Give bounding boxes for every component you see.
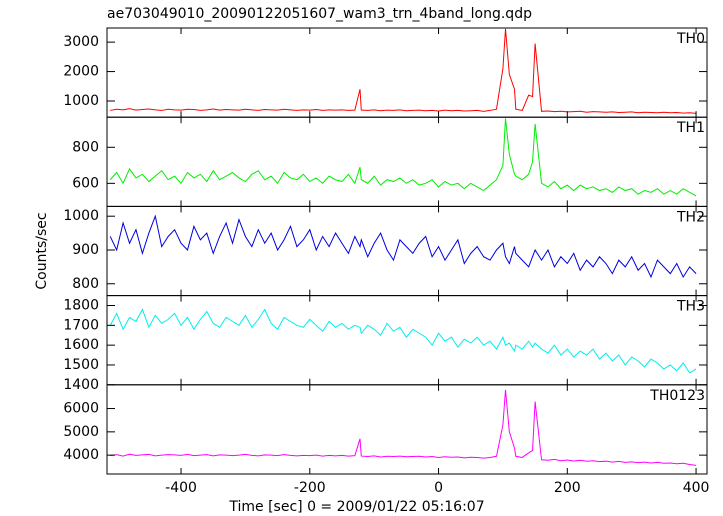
x-tick-label: 0 [434, 480, 443, 496]
x-axis-label: Time [sec] 0 = 2009/01/22 05:16:07 [228, 499, 484, 515]
x-tick-label: -200 [294, 480, 326, 496]
light-curve [110, 389, 697, 466]
y-tick-label: 800 [72, 276, 99, 292]
y-tick-label: 6000 [63, 401, 99, 417]
y-tick-label: 2000 [63, 64, 99, 80]
y-tick-label: 900 [72, 242, 99, 258]
y-tick-label: 1500 [63, 357, 99, 373]
y-tick-label: 4000 [63, 447, 99, 463]
panel-label: TH3 [676, 299, 705, 315]
light-curve [110, 28, 697, 114]
y-tick-label: 800 [72, 139, 99, 155]
light-curve [109, 308, 697, 374]
panel-frame [106, 205, 708, 297]
x-tick-label: 200 [554, 480, 581, 496]
y-tick-label: 1700 [63, 317, 99, 333]
panel-frame [106, 116, 708, 207]
y-tick-label: 1000 [63, 208, 99, 224]
panel-label: TH0 [676, 31, 705, 47]
y-tick-label: 1000 [63, 93, 99, 109]
y-axis-label: Counts/sec [34, 212, 50, 289]
panel-frame [106, 27, 708, 118]
y-tick-label: 1600 [63, 337, 99, 353]
x-tick-label: -400 [165, 480, 197, 496]
y-tick-label: 5000 [63, 424, 99, 440]
x-tick-label: 400 [683, 480, 710, 496]
panel-label: TH2 [676, 209, 705, 225]
y-tick-label: 600 [72, 175, 99, 191]
light-curve [109, 214, 697, 279]
y-tick-label: 1400 [63, 377, 99, 393]
panel-frame [106, 384, 708, 475]
chart-title: ae703049010_20090122051607_wam3_trn_4ban… [107, 6, 532, 22]
light-curve [109, 118, 697, 197]
panel-frame [106, 295, 708, 386]
y-tick-label: 3000 [63, 34, 99, 50]
panel-label: TH0123 [649, 388, 705, 404]
y-tick-label: 1800 [63, 298, 99, 314]
panel-label: TH1 [676, 120, 705, 136]
